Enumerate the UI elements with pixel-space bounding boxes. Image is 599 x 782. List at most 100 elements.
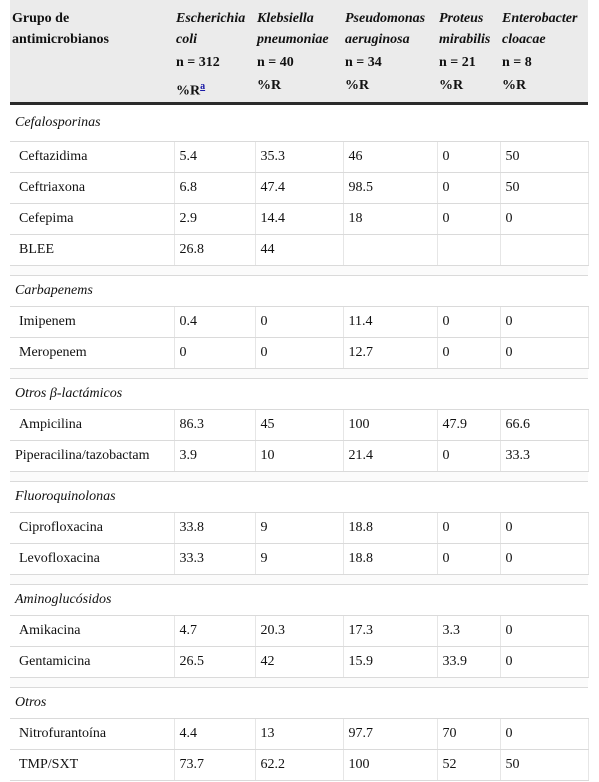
org-name-line1: Enterobacter — [502, 11, 578, 26]
header-unit: %R — [255, 73, 343, 104]
spacer-cell — [10, 265, 588, 276]
header-antimicrobial-group: Grupo de antimicrobianos — [10, 0, 174, 50]
resistance-value: 9 — [255, 543, 344, 575]
unit-label: %R — [176, 83, 201, 99]
resistance-value: 0 — [500, 615, 589, 647]
resistance-value: 73.7 — [174, 749, 256, 781]
resistance-value: 62.2 — [255, 749, 344, 781]
table-row: Gentamicina 26.5 42 15.9 33.9 0 — [10, 646, 589, 678]
resistance-value: 47.4 — [255, 172, 344, 204]
org-name-line1: Proteus — [439, 11, 484, 26]
resistance-value: 9 — [255, 512, 344, 544]
resistance-value: 3.9 — [174, 440, 256, 472]
table-row: Cefepima 2.9 14.4 18 0 0 — [10, 203, 589, 235]
table-body: Cefalosporinas Ceftazidima 5.4 35.3 46 0 50 Cef… — [10, 103, 589, 781]
group-spacer — [10, 265, 588, 276]
resistance-value: 100 — [343, 749, 438, 781]
drug-name: Nitrofurantoína — [10, 718, 175, 750]
resistance-value: 98.5 — [343, 172, 438, 204]
resistance-value: 33.3 — [500, 440, 589, 472]
resistance-value: 12.7 — [343, 337, 438, 369]
drug-name: Ampicilina — [10, 409, 175, 441]
resistance-value: 21.4 — [343, 440, 438, 472]
resistance-value: 0 — [437, 543, 501, 575]
resistance-value: 0 — [500, 543, 589, 575]
group-name: Otros β-lactámicos — [10, 378, 588, 410]
resistance-value: 0 — [500, 337, 589, 369]
header-organism-proteus: Proteus mirabilis — [437, 0, 500, 50]
resistance-value — [343, 234, 438, 266]
table-row: Imipenem 0.4 0 11.4 0 0 — [10, 306, 589, 338]
table-row: Meropenem 0 0 12.7 0 0 — [10, 337, 589, 369]
header-unit: %Ra — [174, 73, 255, 104]
resistance-value: 0 — [437, 306, 501, 338]
org-name-line2: cloacae — [502, 32, 546, 47]
drug-name: Ceftazidima — [10, 141, 175, 173]
resistance-value: 26.8 — [174, 234, 256, 266]
header-unit: %R — [437, 73, 500, 104]
footnote-link[interactable]: a — [200, 81, 206, 92]
table-row: Nitrofurantoína 4.4 13 97.7 70 0 — [10, 718, 589, 750]
header-count: n = 8 — [500, 50, 588, 73]
resistance-value: 86.3 — [174, 409, 256, 441]
org-name-line2: coli — [176, 32, 197, 47]
header-row-names: Grupo de antimicrobianos Escherichia coli… — [10, 0, 588, 50]
resistance-value: 33.9 — [437, 646, 501, 678]
header-count: n = 21 — [437, 50, 500, 73]
spacer-cell — [10, 368, 588, 379]
table-row: Levofloxacina 33.3 9 18.8 0 0 — [10, 543, 589, 575]
resistance-value: 13 — [255, 718, 344, 750]
table-row: Ceftriaxona 6.8 47.4 98.5 0 50 — [10, 172, 589, 204]
resistance-value: 0 — [500, 718, 589, 750]
resistance-value: 26.5 — [174, 646, 256, 678]
resistance-value: 6.8 — [174, 172, 256, 204]
resistance-value: 70 — [437, 718, 501, 750]
table-header: Grupo de antimicrobianos Escherichia coli… — [10, 0, 588, 104]
header-group-line2: antimicrobianos — [12, 32, 109, 47]
drug-name: Cefepima — [10, 203, 175, 235]
resistance-value: 4.7 — [174, 615, 256, 647]
resistance-value: 52 — [437, 749, 501, 781]
group-spacer — [10, 677, 588, 688]
header-empty-cell — [10, 73, 174, 104]
org-name-line1: Escherichia — [176, 11, 246, 26]
group-spacer — [10, 471, 588, 482]
resistance-value: 0 — [255, 337, 344, 369]
group-header-row: Otros β-lactámicos — [10, 378, 588, 410]
header-row-units: %Ra %R %R %R %R — [10, 73, 588, 104]
resistance-value: 47.9 — [437, 409, 501, 441]
resistance-value: 10 — [255, 440, 344, 472]
table-row: Ampicilina 86.3 45 100 47.9 66.6 — [10, 409, 589, 441]
header-organism-ecoli: Escherichia coli — [174, 0, 255, 50]
resistance-value: 0 — [174, 337, 256, 369]
header-count: n = 312 — [174, 50, 255, 73]
group-header-row: Aminoglucósidos — [10, 584, 588, 616]
org-name-line1: Klebsiella — [257, 11, 314, 26]
resistance-value: 66.6 — [500, 409, 589, 441]
table-row: BLEE 26.8 44 — [10, 234, 589, 266]
group-name: Fluoroquinolonas — [10, 481, 588, 513]
resistance-value: 100 — [343, 409, 438, 441]
resistance-value: 33.3 — [174, 543, 256, 575]
group-spacer — [10, 368, 588, 379]
resistance-value: 42 — [255, 646, 344, 678]
drug-name: Piperacilina/tazobactam — [10, 440, 175, 472]
resistance-value: 35.3 — [255, 141, 344, 173]
drug-name: Gentamicina — [10, 646, 175, 678]
resistance-value: 0 — [437, 141, 501, 173]
resistance-value: 0 — [437, 512, 501, 544]
drug-name: Imipenem — [10, 306, 175, 338]
group-name: Otros — [10, 687, 588, 719]
resistance-value: 3.3 — [437, 615, 501, 647]
group-header-row: Cefalosporinas — [10, 103, 588, 142]
resistance-value: 50 — [500, 141, 589, 173]
group-header-row: Fluoroquinolonas — [10, 481, 588, 513]
resistance-value: 50 — [500, 172, 589, 204]
group-name: Cefalosporinas — [10, 103, 588, 142]
header-unit: %R — [343, 73, 437, 104]
drug-name: TMP/SXT — [10, 749, 175, 781]
resistance-value: 0 — [255, 306, 344, 338]
table-row: Amikacina 4.7 20.3 17.3 3.3 0 — [10, 615, 589, 647]
group-spacer — [10, 574, 588, 585]
group-name: Aminoglucósidos — [10, 584, 588, 616]
